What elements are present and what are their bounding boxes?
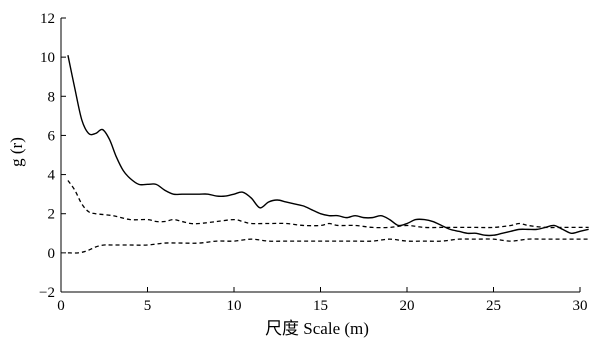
x-tick-label: 30 bbox=[573, 298, 588, 314]
x-tick-label: 25 bbox=[486, 298, 501, 314]
x-axis-title: 尺度 Scale (m) bbox=[265, 319, 369, 338]
y-tick-label: 10 bbox=[40, 50, 55, 66]
x-tick-label: 5 bbox=[144, 298, 152, 314]
y-tick-label: 12 bbox=[40, 11, 55, 27]
x-tick-label: 10 bbox=[227, 298, 242, 314]
y-tick-label: −2 bbox=[39, 285, 55, 301]
x-tick-label: 20 bbox=[400, 298, 415, 314]
y-tick-label: 2 bbox=[48, 207, 56, 223]
y-tick-label: 8 bbox=[48, 89, 56, 105]
y-tick-label: 6 bbox=[48, 128, 56, 144]
series-line-upper-envelope bbox=[67, 180, 589, 229]
y-tick-label: 0 bbox=[48, 246, 56, 262]
x-tick-label: 0 bbox=[57, 298, 65, 314]
series-line-lower-envelope bbox=[67, 238, 589, 254]
series-line-observed bbox=[67, 55, 589, 237]
x-tick-label: 15 bbox=[313, 298, 328, 314]
y-tick-label: 4 bbox=[48, 168, 56, 184]
plot-area bbox=[60, 18, 580, 293]
series-layer bbox=[67, 55, 589, 254]
y-axis-title: g (r) bbox=[7, 137, 26, 167]
